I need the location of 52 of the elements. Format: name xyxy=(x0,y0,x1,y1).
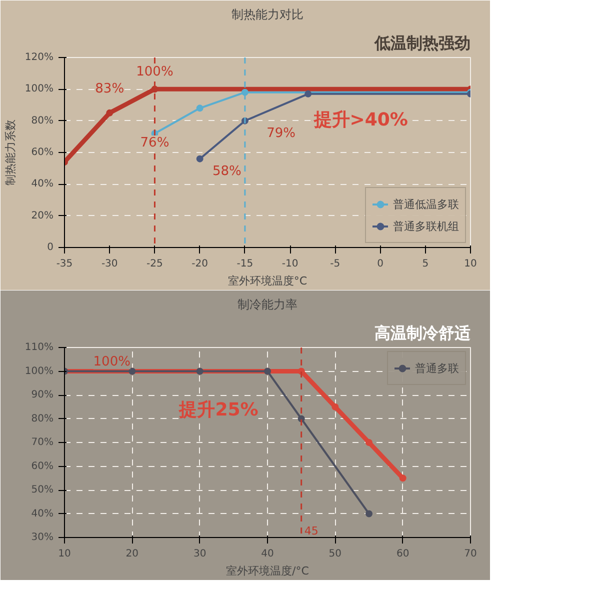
y-tick-label: 120% xyxy=(24,52,54,63)
x-tick-label: -25 xyxy=(146,258,163,270)
y-tick-label: 80% xyxy=(31,413,54,424)
annotation: 100% xyxy=(93,354,130,370)
x-tick-label: 10 xyxy=(464,258,477,270)
y-tick-label: 80% xyxy=(31,115,54,126)
y-tick-label: 100% xyxy=(24,366,54,377)
x-tick-label: 5 xyxy=(422,258,429,270)
x-tick-label: -15 xyxy=(236,258,254,270)
y-tick-label: 0 xyxy=(47,242,54,253)
x-tick-label: -5 xyxy=(330,258,340,270)
x-tick-label: 30 xyxy=(193,548,206,560)
y-tick-label: 40% xyxy=(31,178,54,190)
x-tick-label: -30 xyxy=(101,258,118,270)
legend-label: 普通多联机组 xyxy=(393,218,459,234)
x-tick-label: 70 xyxy=(464,548,477,560)
y-tick-label: 60% xyxy=(31,460,54,472)
x-tick-label: -10 xyxy=(282,258,298,270)
annotation: 83% xyxy=(95,82,124,97)
annotation: 76% xyxy=(140,136,170,150)
y-tick-label: 110% xyxy=(24,342,54,353)
chart-title: 制冷能力率 xyxy=(238,298,298,312)
x-tick-label: -20 xyxy=(192,258,208,270)
annotation: 提升>40% xyxy=(312,110,408,131)
y-tick-label: 70% xyxy=(31,437,54,448)
chart-title: 制热能力对比 xyxy=(232,8,304,22)
annotation: 提升25% xyxy=(178,400,258,421)
annotation: 58% xyxy=(212,164,242,179)
annotation: 100% xyxy=(136,64,174,80)
x-tick-label: 10 xyxy=(58,548,71,560)
x-tick-label: 60 xyxy=(396,548,410,560)
y-tick-label: 90% xyxy=(31,390,54,400)
text: 低温制热强劲 xyxy=(374,34,470,52)
y-tick-label: 40% xyxy=(31,508,54,520)
y-tick-label: 50% xyxy=(31,484,54,496)
legend-label: 普通多联 xyxy=(415,360,459,376)
x-tick-label: 20 xyxy=(126,548,139,560)
y-tick-label: 100% xyxy=(24,84,54,95)
ref-line-label: 45 xyxy=(304,524,318,538)
y-tick-label: 20% xyxy=(31,210,54,222)
x-tick-label: 40 xyxy=(261,548,274,560)
x-axis-title: 室外环境温度/°C xyxy=(226,564,310,578)
text: 高温制冷舒适 xyxy=(374,324,472,342)
y-tick-label: 30% xyxy=(31,532,54,543)
x-tick-label: 50 xyxy=(328,548,342,560)
x-axis-title: 室外环境温度°C xyxy=(228,274,308,288)
y-axis-title: 制热能力系数 xyxy=(4,120,17,186)
legend-label: 普通低温多联 xyxy=(393,196,459,212)
x-tick-label: 0 xyxy=(377,258,384,270)
y-tick-label: 60% xyxy=(31,147,54,158)
x-tick-label: -35 xyxy=(56,258,73,270)
annotation: 79% xyxy=(266,126,296,141)
